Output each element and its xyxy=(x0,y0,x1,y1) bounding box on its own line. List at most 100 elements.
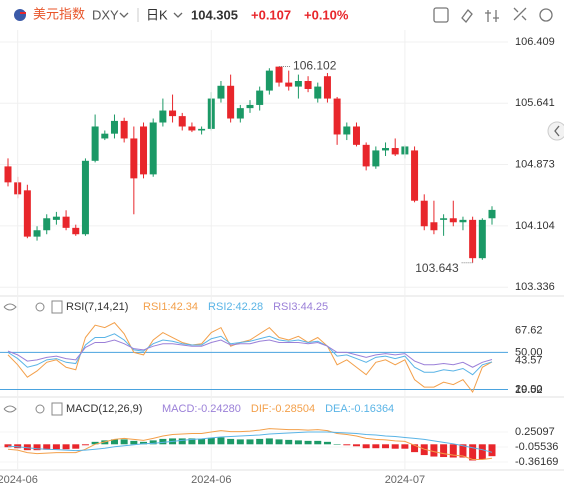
y-tick-label: 103.336 xyxy=(515,281,555,293)
rsi-plot xyxy=(0,322,508,394)
candle-body xyxy=(149,122,157,175)
candle-body xyxy=(285,82,293,87)
macd-bar xyxy=(43,444,51,450)
macd-bar xyxy=(343,444,351,446)
rsi-icon xyxy=(51,300,63,314)
x-tick-label: 2024-06 xyxy=(0,474,38,486)
candle-body xyxy=(188,126,196,131)
candle-body xyxy=(488,209,496,219)
macd-bar xyxy=(449,444,457,458)
macd-plot xyxy=(0,428,508,463)
y-tick-label: 19.52 xyxy=(515,384,543,396)
candle-body xyxy=(333,98,341,135)
macd-title: MACD(12,26,9) xyxy=(66,403,142,415)
y-tick-label: -0.36169 xyxy=(515,456,558,468)
macd-bar xyxy=(333,444,341,445)
macd-bar xyxy=(256,438,264,445)
macd-bar xyxy=(314,440,322,445)
collapse-button[interactable] xyxy=(547,121,564,141)
macd-bar xyxy=(140,441,148,445)
macd-bar xyxy=(72,444,80,449)
collapse-arrow xyxy=(554,125,560,137)
x-tick-label: 2024-07 xyxy=(385,474,425,486)
macd-bar xyxy=(488,444,496,457)
y-tick-label: 0.25097 xyxy=(515,426,555,438)
rsi-visibility-button[interactable] xyxy=(3,303,17,311)
legend-entry: RSI1:42.34 xyxy=(143,301,198,313)
macd-bar xyxy=(62,444,70,450)
candle-body xyxy=(343,126,351,135)
candle-body xyxy=(4,166,12,183)
instrument-symbol[interactable]: DXY xyxy=(92,7,119,22)
candle-body xyxy=(159,110,167,123)
candle-body xyxy=(140,126,148,175)
candle-body xyxy=(256,90,264,105)
price-change-percent: +0.10% xyxy=(304,7,349,22)
macd-bar xyxy=(391,444,399,449)
macd-bar xyxy=(52,444,60,450)
macd-bar xyxy=(217,437,225,445)
macd-bar xyxy=(459,444,467,458)
flag-stripe xyxy=(20,12,26,14)
rsi-line xyxy=(7,333,493,376)
draw-tool-button[interactable] xyxy=(433,7,449,23)
legend-entry: DEA:-0.16364 xyxy=(325,403,394,415)
macd-bar xyxy=(372,444,380,449)
macd-line xyxy=(7,428,493,460)
legend-entry: MACD:-0.24280 xyxy=(162,403,241,415)
candle-body xyxy=(459,219,467,223)
candle-body xyxy=(81,160,89,235)
rsi-tools xyxy=(3,302,45,414)
candle-body xyxy=(198,128,206,131)
settings-button[interactable] xyxy=(539,8,553,22)
candle-body xyxy=(101,133,109,139)
candle-body xyxy=(382,148,390,151)
macd-bar xyxy=(304,440,312,445)
candle-body xyxy=(352,126,360,145)
macd-bar xyxy=(401,444,409,449)
macd-bar xyxy=(430,444,438,457)
compare-button[interactable] xyxy=(485,10,499,22)
macd-bar xyxy=(382,444,390,449)
fullscreen-button[interactable] xyxy=(513,7,527,21)
macd-bar xyxy=(246,439,254,445)
candle-body xyxy=(411,150,419,201)
candle-body xyxy=(110,120,118,134)
period-dropdown[interactable] xyxy=(173,12,183,18)
macd-settings-button[interactable] xyxy=(35,404,45,414)
y-tick-label: 104.104 xyxy=(515,220,555,232)
macd-bar xyxy=(4,444,12,448)
macd-bar xyxy=(227,438,235,445)
candle-body xyxy=(478,219,486,259)
candle-body xyxy=(323,76,331,99)
symbol-dropdown[interactable] xyxy=(119,12,129,18)
period-selector[interactable]: 日K xyxy=(146,7,168,22)
macd-bar xyxy=(207,437,215,445)
macd-bar xyxy=(33,444,41,451)
candle-body xyxy=(265,70,273,91)
macd-visibility-button[interactable] xyxy=(3,405,17,413)
y-tick-label: 67.62 xyxy=(515,324,543,336)
y-tick-label: 105.641 xyxy=(515,97,555,109)
price-annotation: 106.102 xyxy=(293,59,337,73)
y-tick-label: 43.57 xyxy=(515,354,543,366)
macd-bar xyxy=(110,439,118,445)
candle-body xyxy=(420,200,428,227)
y-tick-label: 20.00 xyxy=(515,383,543,395)
candle-body xyxy=(33,230,41,237)
macd-bar xyxy=(120,439,128,445)
price-annotation: 103.643 xyxy=(415,261,459,275)
macd-bar xyxy=(285,439,293,445)
macd-bar xyxy=(362,444,370,449)
indicator-button[interactable] xyxy=(461,9,473,23)
macd-bar xyxy=(265,438,273,445)
candle-body xyxy=(52,216,60,220)
rsi-settings-button[interactable] xyxy=(35,302,45,312)
macd-bar xyxy=(440,444,448,458)
macd-bar xyxy=(130,440,138,445)
candle-body xyxy=(469,219,477,259)
candle-body xyxy=(362,144,370,167)
macd-bar xyxy=(469,444,477,461)
macd-bar xyxy=(294,440,302,445)
legend-entry: RSI2:42.28 xyxy=(208,301,263,313)
